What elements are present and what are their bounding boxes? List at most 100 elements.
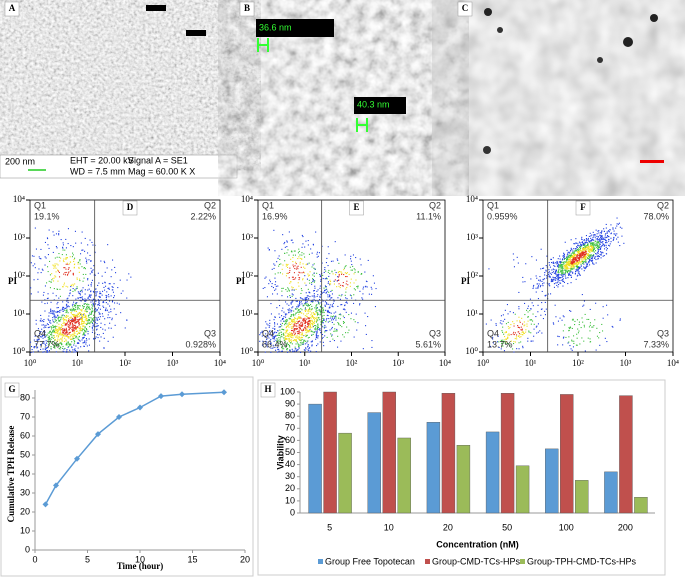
event-dot — [292, 257, 294, 259]
event-dot — [299, 254, 301, 256]
event-dot — [65, 247, 67, 249]
event-dot — [563, 281, 565, 283]
event-dot — [81, 291, 83, 293]
event-dot — [76, 320, 78, 322]
event-dot — [307, 317, 309, 319]
event-dot — [308, 253, 310, 255]
event-dot — [288, 323, 290, 325]
event-dot — [90, 291, 92, 293]
y-tick-label: 60 — [20, 430, 30, 440]
event-dot — [299, 301, 301, 303]
event-dot — [587, 254, 589, 256]
event-dot — [97, 337, 99, 339]
event-dot — [619, 319, 621, 321]
event-dot — [583, 252, 585, 254]
event-dot — [87, 303, 89, 305]
event-dot — [320, 280, 322, 282]
event-dot — [315, 309, 317, 311]
event-dot — [567, 342, 569, 344]
event-dot — [508, 333, 510, 335]
event-dot — [507, 343, 509, 345]
event-dot — [79, 260, 81, 262]
event-dot — [94, 321, 96, 323]
event-dot — [53, 335, 55, 337]
event-dot — [49, 320, 51, 322]
event-dot — [312, 331, 314, 333]
event-dot — [62, 242, 64, 244]
event-dot — [273, 229, 275, 231]
event-dot — [584, 250, 586, 252]
panel-letter-box — [349, 200, 364, 216]
event-dot — [295, 340, 297, 342]
bar — [382, 391, 396, 514]
event-dot — [558, 265, 560, 267]
event-dot — [284, 252, 286, 254]
event-dot — [582, 242, 584, 244]
event-dot — [91, 241, 93, 243]
event-dot — [306, 318, 308, 320]
event-dot — [84, 298, 86, 300]
event-dot — [289, 296, 291, 298]
event-dot — [617, 241, 619, 243]
event-dot — [557, 262, 559, 264]
event-dot — [88, 308, 90, 310]
event-dot — [557, 271, 559, 273]
event-dot — [586, 262, 588, 264]
event-dot — [560, 271, 562, 273]
event-dot — [527, 340, 529, 342]
event-dot — [332, 260, 334, 262]
event-dot — [290, 281, 292, 283]
event-dot — [301, 321, 303, 323]
event-dot — [66, 303, 68, 305]
event-dot — [65, 332, 67, 334]
event-dot — [76, 335, 78, 337]
event-dot — [595, 242, 597, 244]
event-dot — [579, 274, 581, 276]
event-dot — [320, 294, 322, 296]
event-dot — [63, 273, 65, 275]
event-dot — [566, 257, 568, 259]
event-dot — [516, 338, 518, 340]
event-dot — [313, 280, 315, 282]
event-dot — [312, 324, 314, 326]
event-dot — [289, 336, 291, 338]
event-dot — [570, 256, 572, 258]
event-dot — [65, 312, 67, 314]
event-dot — [111, 301, 113, 303]
panel-letter: F — [580, 202, 586, 212]
event-dot — [584, 250, 586, 252]
event-dot — [259, 340, 261, 342]
event-dot — [499, 322, 501, 324]
event-dot — [530, 319, 532, 321]
event-dot — [94, 288, 96, 290]
event-dot — [269, 333, 271, 335]
event-dot — [598, 240, 600, 242]
event-dot — [325, 319, 327, 321]
event-dot — [50, 348, 52, 350]
event-dot — [600, 235, 602, 237]
event-dot — [324, 285, 326, 287]
event-dot — [80, 242, 82, 244]
event-dot — [316, 307, 318, 309]
event-dot — [105, 307, 107, 309]
event-dot — [588, 249, 590, 251]
event-dot — [325, 309, 327, 311]
event-dot — [344, 272, 346, 274]
event-dot — [586, 257, 588, 259]
event-dot — [301, 252, 303, 254]
event-dot — [576, 319, 578, 321]
event-dot — [60, 333, 62, 335]
event-dot — [580, 247, 582, 249]
event-dot — [593, 242, 595, 244]
event-dot — [98, 334, 100, 336]
event-dot — [73, 334, 75, 336]
event-dot — [605, 223, 607, 225]
event-dot — [311, 320, 313, 322]
event-dot — [76, 314, 78, 316]
event-dot — [308, 321, 310, 323]
event-dot — [601, 230, 603, 232]
event-dot — [590, 341, 592, 343]
event-dot — [571, 261, 573, 263]
event-dot — [293, 350, 295, 352]
event-dot — [327, 282, 329, 284]
